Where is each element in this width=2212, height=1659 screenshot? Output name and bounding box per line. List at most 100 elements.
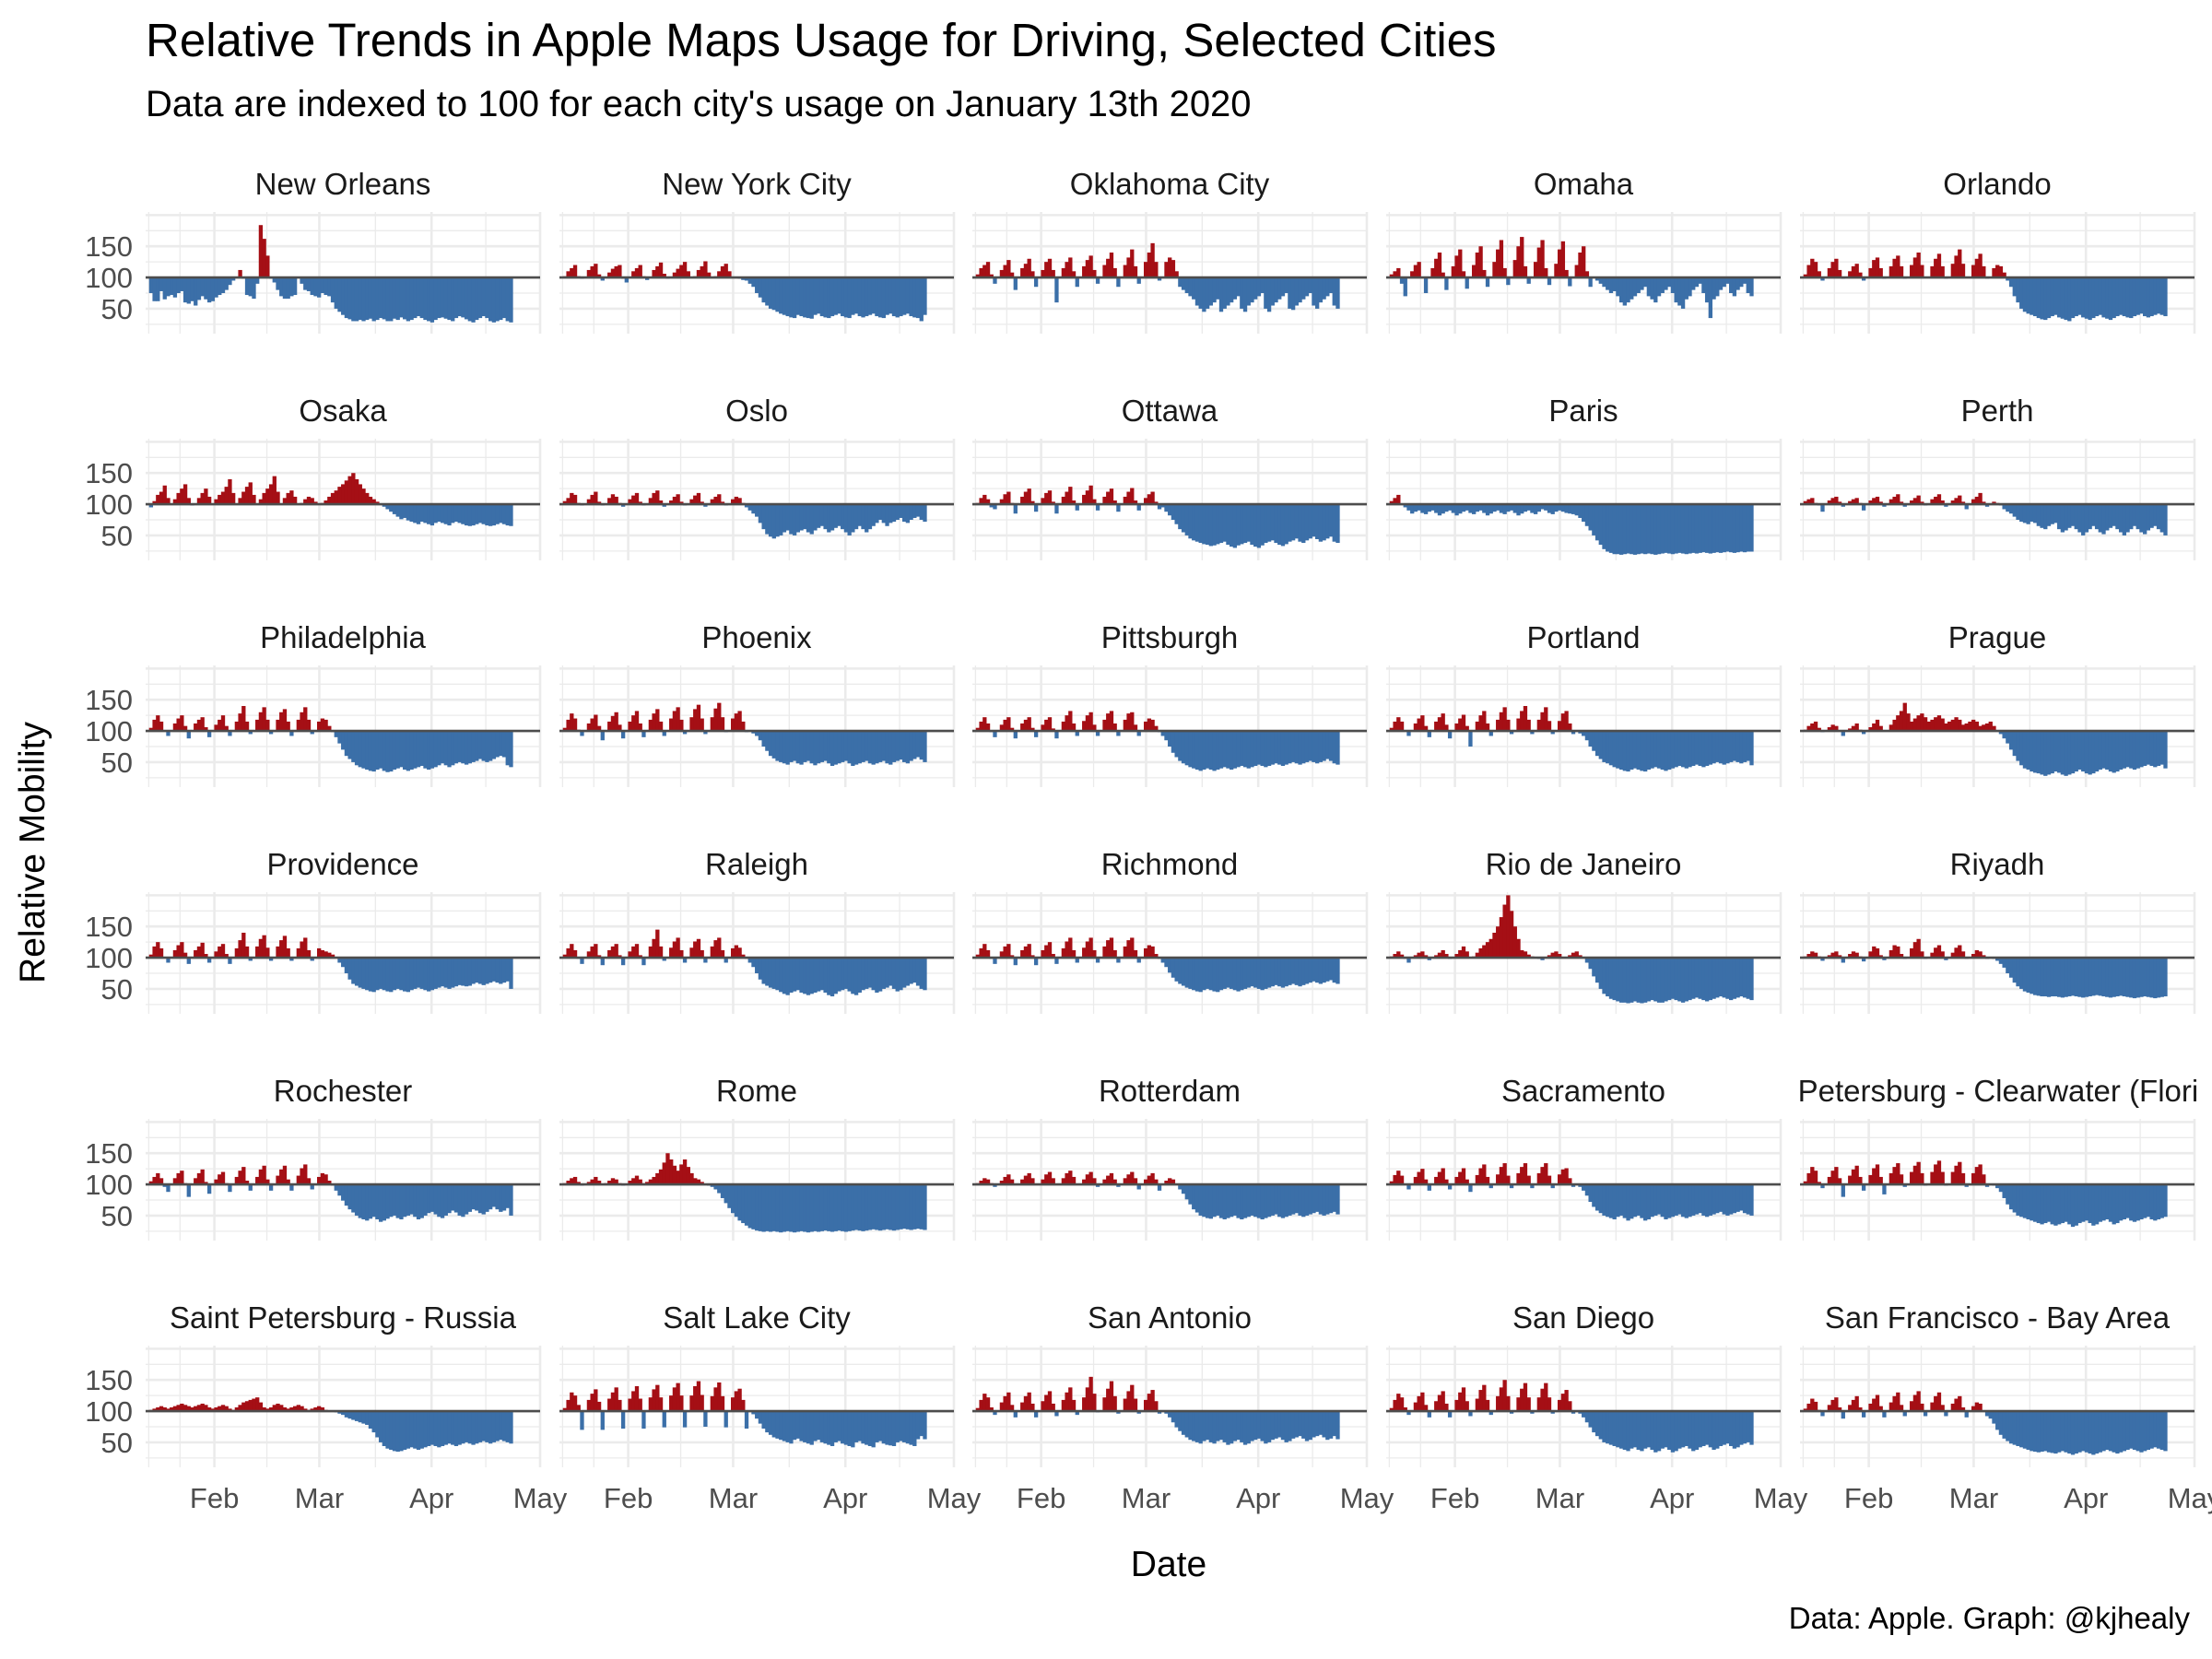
bar xyxy=(837,731,841,764)
bar xyxy=(403,277,407,320)
bar xyxy=(843,731,849,761)
bar xyxy=(614,712,618,732)
bar-series xyxy=(1803,702,2168,776)
bar xyxy=(1861,731,1866,735)
bar xyxy=(679,501,684,505)
bar xyxy=(665,1153,670,1185)
bar xyxy=(1746,277,1750,293)
bar xyxy=(652,492,656,505)
bar xyxy=(2012,1184,2017,1213)
bar xyxy=(1920,951,1924,959)
bar xyxy=(1704,731,1710,766)
y-tick-label: 50 xyxy=(101,293,133,325)
bar xyxy=(2077,1184,2082,1224)
bar xyxy=(172,723,178,732)
bar xyxy=(618,724,622,732)
bar xyxy=(148,504,154,508)
bar xyxy=(1216,1184,1220,1216)
x-tick-label: Mar xyxy=(709,1482,758,1514)
bar xyxy=(481,1411,486,1441)
bar xyxy=(1550,504,1555,514)
bar xyxy=(1250,277,1254,303)
bar xyxy=(1335,1411,1340,1440)
bar xyxy=(795,1411,800,1439)
bar xyxy=(792,1184,797,1233)
bar xyxy=(1616,958,1620,1002)
bar xyxy=(2084,958,2089,997)
bar xyxy=(1749,731,1754,766)
bar xyxy=(509,731,513,768)
bar xyxy=(1240,731,1244,766)
bar xyxy=(775,1184,780,1232)
bar xyxy=(562,954,568,959)
bar xyxy=(286,721,290,732)
bar xyxy=(912,731,917,759)
facet-strip-label: Perth xyxy=(1961,394,2034,428)
bar xyxy=(652,1176,656,1185)
bar xyxy=(1732,1184,1737,1214)
bar xyxy=(1006,717,1011,732)
bar xyxy=(628,951,632,959)
bar xyxy=(982,944,987,959)
bar xyxy=(1485,277,1490,288)
bar xyxy=(761,1411,766,1430)
bar xyxy=(909,1411,913,1445)
bar xyxy=(1088,1376,1093,1412)
bar xyxy=(1441,272,1445,278)
bar xyxy=(1174,1411,1179,1428)
bar xyxy=(1144,498,1148,505)
bar xyxy=(423,504,428,524)
bar xyxy=(1194,277,1200,306)
bar xyxy=(768,1184,773,1232)
bar xyxy=(1280,504,1286,547)
bar xyxy=(451,958,455,988)
bar xyxy=(1123,1398,1127,1412)
bar xyxy=(413,731,418,769)
bar xyxy=(1423,277,1429,293)
bar xyxy=(258,1402,264,1412)
bar xyxy=(1396,951,1401,959)
bar xyxy=(1088,937,1093,959)
bar xyxy=(206,496,212,505)
bar xyxy=(289,731,294,736)
bar xyxy=(403,731,407,771)
bar xyxy=(429,1184,435,1212)
y-tick-label: 100 xyxy=(85,262,133,294)
bar xyxy=(813,277,818,315)
bar xyxy=(2067,958,2072,997)
bar xyxy=(2139,1184,2144,1219)
bar xyxy=(861,277,865,318)
bar xyxy=(985,499,991,505)
bar xyxy=(1246,731,1251,769)
bar xyxy=(724,958,728,963)
bar xyxy=(262,935,266,959)
bar xyxy=(399,1411,404,1452)
bar xyxy=(2016,277,2020,303)
bar xyxy=(785,1184,790,1231)
bar xyxy=(204,727,208,732)
bar xyxy=(761,277,766,303)
bar xyxy=(279,277,284,297)
bar xyxy=(1006,1174,1011,1185)
bar xyxy=(1912,1165,1918,1185)
bar xyxy=(2040,958,2044,997)
bar xyxy=(2143,1411,2147,1452)
bar xyxy=(2026,277,2030,314)
bar xyxy=(758,1184,763,1231)
bar xyxy=(1749,1411,1754,1445)
bar xyxy=(1136,277,1141,284)
bar xyxy=(652,269,656,278)
bar xyxy=(1216,958,1220,993)
bar xyxy=(1735,958,1740,998)
bar xyxy=(2156,731,2161,766)
x-tick-label: Mar xyxy=(295,1482,344,1514)
bar xyxy=(1465,725,1469,732)
bar xyxy=(1588,958,1593,970)
bar xyxy=(1547,1397,1552,1412)
bar xyxy=(2125,1184,2130,1218)
bar xyxy=(614,1387,618,1412)
bar xyxy=(1332,731,1336,764)
bar xyxy=(853,1184,859,1230)
bar xyxy=(1725,958,1730,999)
bar xyxy=(453,731,459,764)
